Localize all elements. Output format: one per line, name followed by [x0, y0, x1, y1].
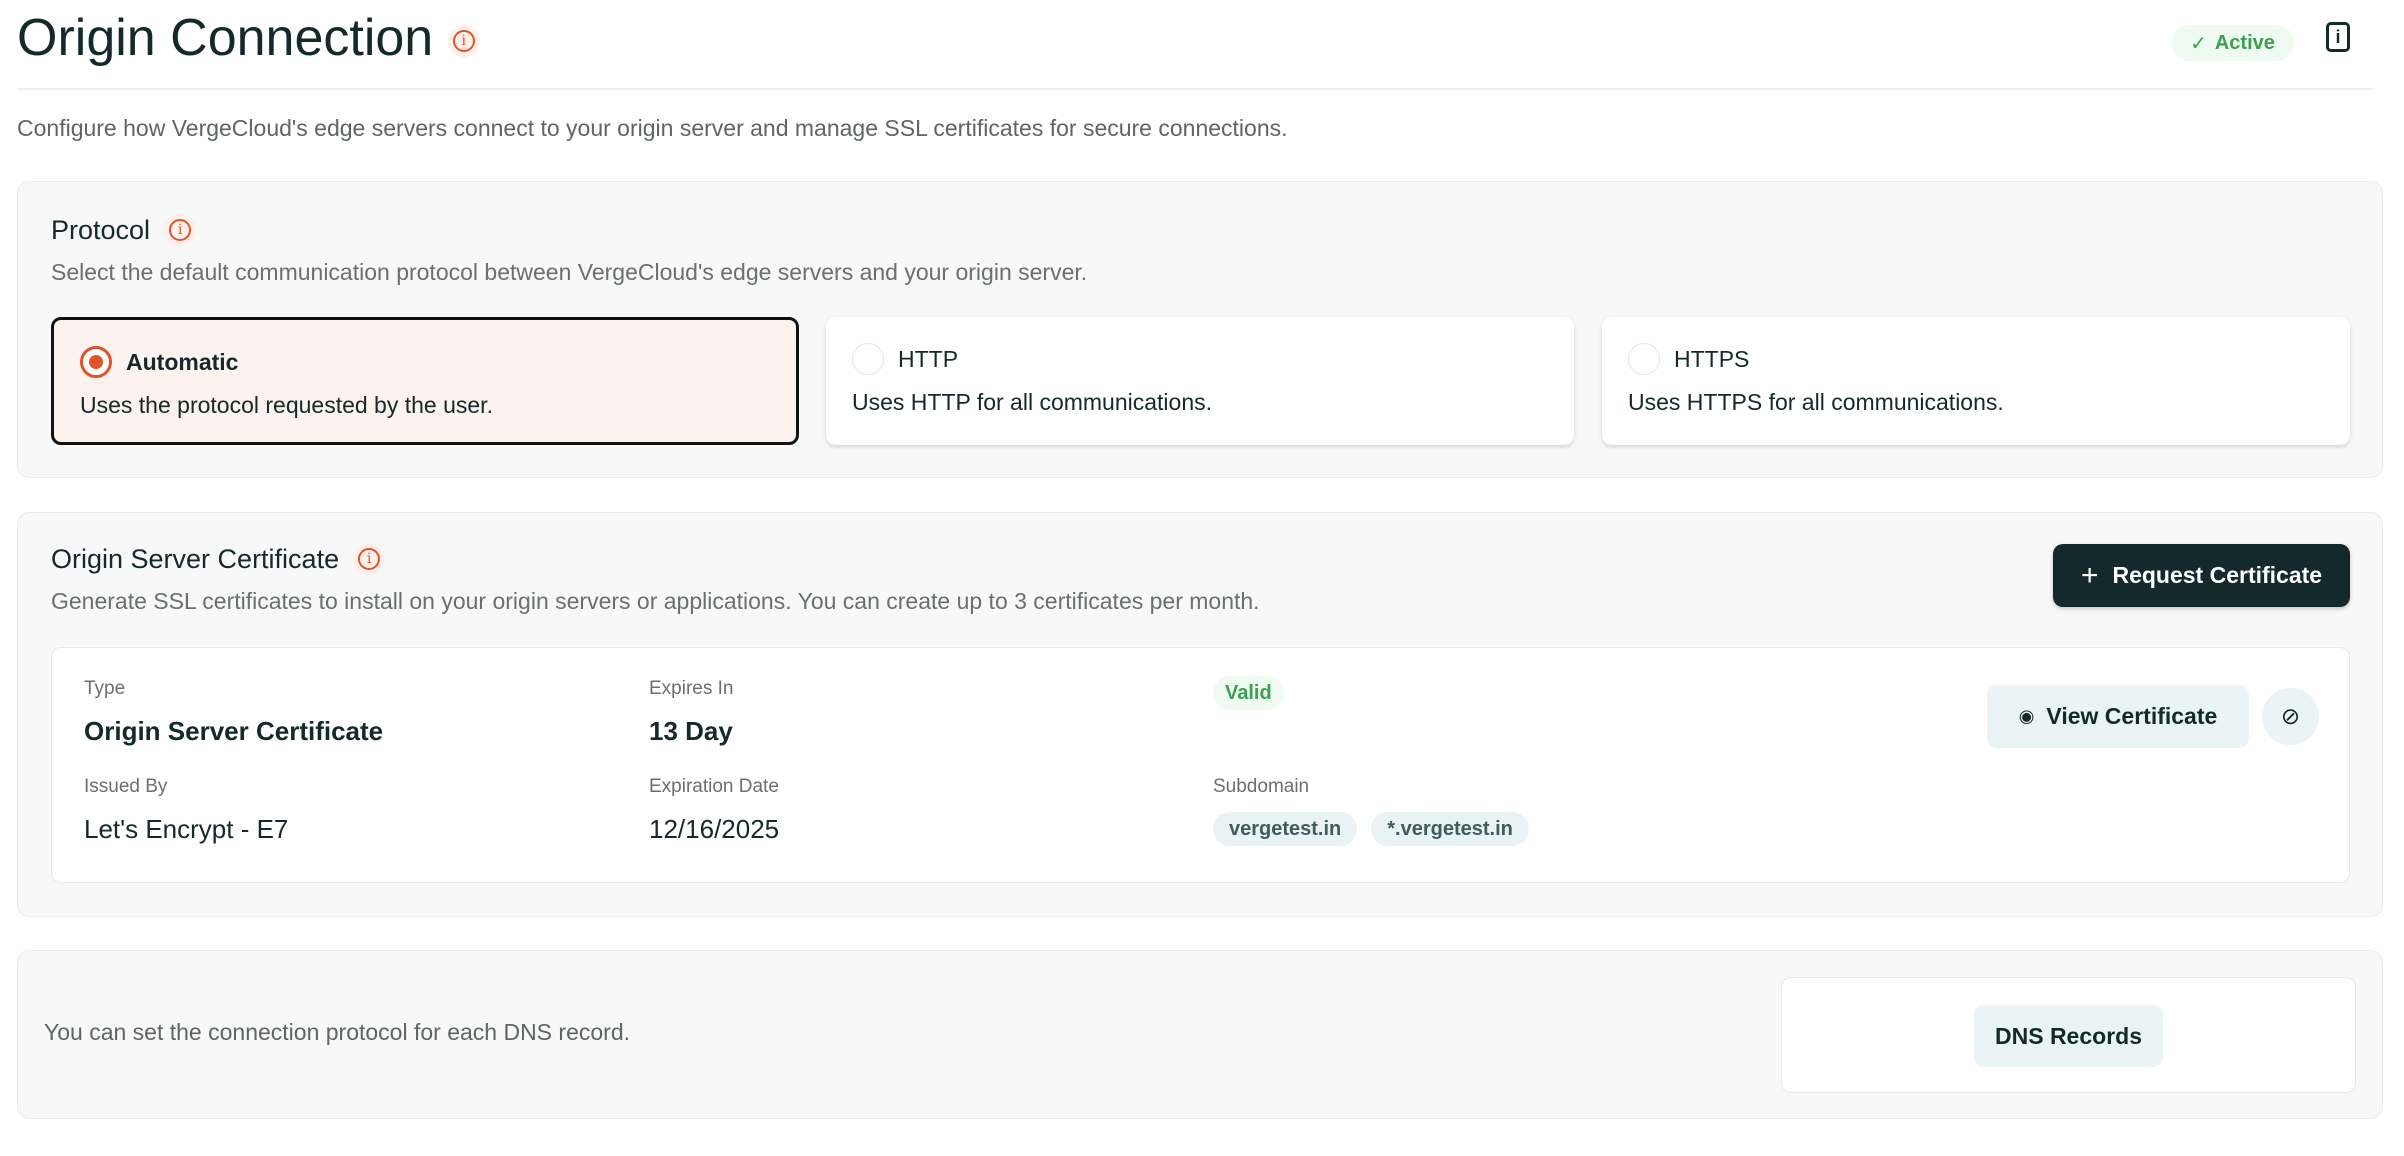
certificate-subtitle: Generate SSL certificates to install on … — [51, 588, 1260, 614]
status-badge: ✓ Active — [2171, 25, 2294, 61]
option-label: HTTP — [898, 345, 959, 372]
protocol-option-http[interactable]: HTTP Uses HTTP for all communications. — [826, 317, 1574, 445]
request-certificate-button[interactable]: + Request Certificate — [2053, 544, 2350, 607]
button-label: View Certificate — [2046, 703, 2218, 729]
protocol-subtitle: Select the default communication protoco… — [51, 259, 1088, 285]
certificate-title-text: Origin Server Certificate — [51, 543, 340, 574]
expires-label: Expires In — [649, 678, 734, 699]
subdomain-list: vergetest.in *.vergetest.in — [1213, 812, 1529, 846]
button-label: Request Certificate — [2112, 562, 2323, 588]
protocol-option-https[interactable]: HTTPS Uses HTTPS for all communications. — [1602, 317, 2350, 445]
protocol-title: Protocol i — [51, 214, 197, 246]
dns-text: You can set the connection protocol for … — [44, 1019, 630, 1045]
expiration-value: 12/16/2025 — [649, 814, 780, 844]
revoke-icon[interactable]: ⊘ — [2262, 688, 2319, 745]
type-label: Type — [84, 678, 126, 699]
protocol-title-text: Protocol — [51, 214, 151, 245]
option-description: Uses HTTP for all communications. — [852, 389, 1213, 415]
protocol-option-automatic[interactable]: Automatic Uses the protocol requested by… — [51, 317, 799, 445]
subdomain-chip: *.vergetest.in — [1371, 812, 1529, 846]
option-label: Automatic — [126, 348, 239, 375]
subdomain-label: Subdomain — [1213, 776, 1310, 797]
dns-records-button[interactable]: DNS Records — [1974, 1005, 2163, 1067]
status-text: Active — [2214, 31, 2275, 54]
info-icon[interactable]: i — [447, 25, 480, 58]
page-title: Origin Connection i — [17, 8, 480, 68]
plus-icon: + — [2080, 558, 2099, 592]
info-panel-icon[interactable]: i — [2326, 22, 2350, 52]
expiration-label: Expiration Date — [649, 776, 779, 797]
radio[interactable] — [852, 343, 884, 375]
dns-panel: You can set the connection protocol for … — [17, 950, 2383, 1119]
info-icon[interactable]: i — [164, 214, 197, 246]
radio-selected[interactable] — [80, 346, 112, 378]
eye-icon: ◉ — [2018, 706, 2035, 726]
type-value: Origin Server Certificate — [84, 716, 384, 746]
issued-label: Issued By — [84, 776, 168, 797]
certificate-card: Type Origin Server Certificate Expires I… — [51, 647, 2350, 883]
issued-value: Let's Encrypt - E7 — [84, 814, 289, 844]
expires-value: 13 Day — [649, 716, 733, 746]
divider — [17, 88, 2372, 90]
certificate-title: Origin Server Certificate i — [51, 543, 386, 575]
view-certificate-button[interactable]: ◉ View Certificate — [1987, 685, 2249, 748]
option-description: Uses HTTPS for all communications. — [1628, 389, 2004, 415]
page-title-text: Origin Connection — [17, 9, 434, 67]
check-icon: ✓ — [2190, 32, 2207, 55]
dns-box: DNS Records — [1781, 977, 2356, 1093]
valid-badge: Valid — [1213, 676, 1284, 710]
info-icon[interactable]: i — [353, 543, 386, 575]
option-label: HTTPS — [1674, 345, 1750, 372]
subdomain-chip: vergetest.in — [1213, 812, 1358, 846]
page-description: Configure how VergeCloud's edge servers … — [17, 115, 1288, 141]
option-description: Uses the protocol requested by the user. — [80, 392, 493, 418]
radio[interactable] — [1628, 343, 1660, 375]
